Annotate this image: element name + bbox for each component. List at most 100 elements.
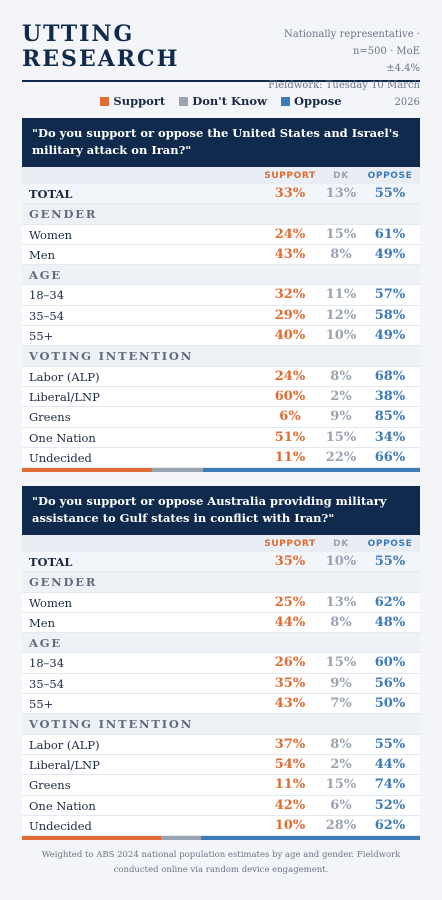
row-label: 18–34: [29, 656, 65, 671]
oppose-value: 55%: [374, 736, 406, 752]
brand-line-2: RESEARCH: [22, 46, 180, 72]
column-header-oppose: OPPOSE: [367, 171, 413, 181]
row-label: One Nation: [29, 798, 96, 813]
bar-segment-oppose: [201, 836, 420, 841]
column-header-dk: DK: [333, 171, 349, 181]
group-header: VOTING INTENTION: [22, 346, 420, 367]
row-label: Labor (ALP): [29, 369, 100, 384]
survey-meta: Nationally representative · n=500 · MoE …: [248, 26, 420, 111]
dont-know-value: 8%: [330, 736, 352, 752]
support-value: 42%: [274, 797, 306, 813]
table-row: 18–34 32% 11% 57%: [22, 285, 420, 306]
table-row: Labor (ALP) 24% 8% 68%: [22, 367, 420, 387]
support-value: 25%: [274, 594, 306, 610]
dont-know-value: 10%: [325, 554, 357, 569]
support-value: 11%: [274, 449, 306, 465]
legend-item-dk: Don't Know: [179, 94, 267, 108]
group-header: GENDER: [22, 572, 420, 593]
column-headers: SUPPORT DK OPPOSE: [22, 167, 420, 184]
table-row: Men 43% 8% 49%: [22, 245, 420, 266]
row-label: 55+: [29, 329, 54, 344]
column-header-dk: DK: [333, 539, 349, 549]
table-row: One Nation 42% 6% 52%: [22, 796, 420, 816]
row-label: Liberal/LNP: [29, 389, 100, 404]
support-value: 43%: [274, 696, 306, 712]
poll-card-2: "Do you support or oppose Australia prov…: [22, 486, 420, 841]
table-row: 55+ 43% 7% 50%: [22, 694, 420, 715]
support-value: 35%: [274, 675, 306, 691]
oppose-value: 56%: [374, 675, 406, 691]
row-label: Men: [29, 615, 55, 630]
column-header-oppose: OPPOSE: [367, 539, 413, 549]
dont-know-value: 2%: [330, 388, 352, 404]
table-row: Liberal/LNP 54% 2% 44%: [22, 755, 420, 776]
bar-segment-dk: [152, 468, 204, 473]
oppose-value: 48%: [374, 614, 406, 630]
support-value: 40%: [274, 328, 306, 344]
oppose-value: 49%: [374, 246, 406, 262]
group-header: GENDER: [22, 204, 420, 225]
oppose-value: 52%: [374, 797, 406, 813]
group-title: AGE: [29, 268, 62, 283]
support-value: 24%: [274, 368, 306, 384]
group-title: GENDER: [29, 575, 98, 590]
legend-label-dk: Don't Know: [192, 94, 267, 108]
support-value: 6%: [279, 409, 301, 425]
table-row: Men 44% 8% 48%: [22, 613, 420, 634]
support-value: 11%: [274, 777, 306, 793]
row-label: 35–54: [29, 676, 65, 691]
dont-know-value: 10%: [325, 328, 357, 344]
oppose-value: 62%: [374, 594, 406, 610]
oppose-value: 66%: [374, 449, 406, 465]
support-value: 32%: [274, 287, 306, 303]
row-label: Greens: [29, 778, 71, 793]
meta-line-2: ±4.4%: [386, 63, 420, 74]
oppose-value: 34%: [374, 429, 406, 445]
group-header: VOTING INTENTION: [22, 714, 420, 735]
group-header: AGE: [22, 633, 420, 654]
dont-know-value: 11%: [325, 287, 357, 303]
legend-swatch-oppose: [281, 97, 291, 106]
meta-line-1: Nationally representative · n=500 · MoE: [284, 29, 420, 57]
dont-know-value: 9%: [330, 675, 352, 691]
table-row: Women 24% 15% 61%: [22, 225, 420, 245]
legend-label-oppose: Oppose: [294, 94, 342, 108]
support-value: 10%: [274, 817, 306, 833]
column-headers: SUPPORT DK OPPOSE: [22, 535, 420, 552]
row-label: Men: [29, 247, 55, 262]
support-value: 33%: [274, 186, 306, 201]
table-row: 35–54 29% 12% 58%: [22, 306, 420, 327]
table-row: 55+ 40% 10% 49%: [22, 326, 420, 347]
row-label: Undecided: [29, 818, 92, 833]
oppose-value: 38%: [374, 388, 406, 404]
table-row: One Nation 51% 15% 34%: [22, 428, 420, 448]
dont-know-value: 13%: [325, 594, 357, 610]
group-title: AGE: [29, 636, 62, 651]
support-value: 60%: [274, 388, 306, 404]
question-text: "Do you support or oppose Australia prov…: [22, 486, 420, 535]
row-label: 55+: [29, 697, 54, 712]
oppose-value: 49%: [374, 328, 406, 344]
oppose-value: 58%: [374, 307, 406, 323]
dont-know-value: 7%: [330, 696, 352, 712]
support-value: 35%: [274, 554, 306, 569]
oppose-value: 62%: [374, 817, 406, 833]
row-label: Women: [29, 595, 73, 610]
support-value: 54%: [274, 756, 306, 772]
row-label: Liberal/LNP: [29, 757, 100, 772]
dont-know-value: 15%: [325, 777, 357, 793]
table-row: Greens 11% 15% 74%: [22, 775, 420, 796]
oppose-value: 44%: [374, 756, 406, 772]
total-row: TOTAL 33% 13% 55%: [22, 184, 420, 205]
row-label: 35–54: [29, 308, 65, 323]
row-label: Undecided: [29, 450, 92, 465]
total-distribution-bar: [22, 836, 420, 841]
support-value: 37%: [274, 736, 306, 752]
table-row: Undecided 10% 28% 62%: [22, 816, 420, 837]
legend-label-support: Support: [113, 94, 166, 108]
bar-segment-dk: [161, 836, 202, 841]
bar-segment-support: [22, 468, 153, 473]
oppose-value: 50%: [374, 696, 406, 712]
dont-know-value: 9%: [330, 409, 352, 425]
support-value: 43%: [274, 246, 306, 262]
